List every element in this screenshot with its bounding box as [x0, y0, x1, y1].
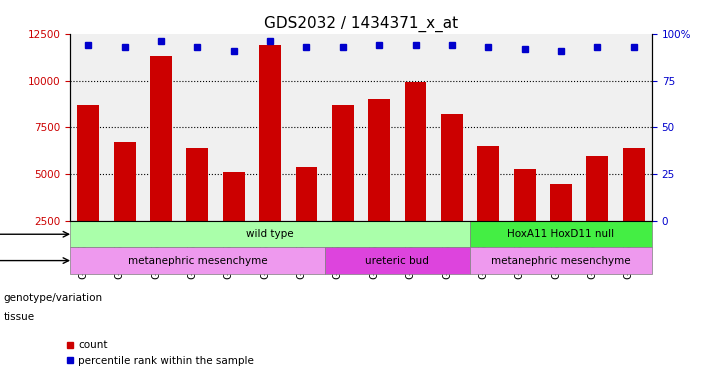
- Bar: [186, 148, 208, 221]
- Bar: [150, 56, 172, 221]
- Text: HoxA11 HoxD11 null: HoxA11 HoxD11 null: [508, 229, 615, 239]
- Text: tissue: tissue: [4, 312, 34, 322]
- Title: GDS2032 / 1434371_x_at: GDS2032 / 1434371_x_at: [264, 16, 458, 32]
- FancyBboxPatch shape: [470, 221, 652, 248]
- Bar: [441, 114, 463, 221]
- Text: genotype/variation: genotype/variation: [4, 293, 102, 303]
- Bar: [259, 45, 281, 221]
- FancyBboxPatch shape: [325, 248, 470, 274]
- Bar: [587, 156, 608, 221]
- Bar: [114, 142, 135, 221]
- Bar: [223, 172, 245, 221]
- FancyBboxPatch shape: [70, 221, 470, 248]
- Legend: count, percentile rank within the sample: count, percentile rank within the sample: [61, 336, 258, 370]
- Text: wild type: wild type: [246, 229, 294, 239]
- Bar: [550, 184, 572, 221]
- Bar: [332, 105, 354, 221]
- Bar: [404, 82, 426, 221]
- FancyBboxPatch shape: [470, 248, 652, 274]
- Bar: [514, 169, 536, 221]
- Text: metanephric mesenchyme: metanephric mesenchyme: [128, 256, 267, 266]
- Text: metanephric mesenchyme: metanephric mesenchyme: [491, 256, 631, 266]
- Bar: [622, 148, 645, 221]
- Text: ureteric bud: ureteric bud: [365, 256, 429, 266]
- Bar: [477, 146, 499, 221]
- Bar: [77, 105, 100, 221]
- FancyBboxPatch shape: [70, 248, 325, 274]
- Bar: [368, 99, 390, 221]
- Bar: [296, 167, 318, 221]
